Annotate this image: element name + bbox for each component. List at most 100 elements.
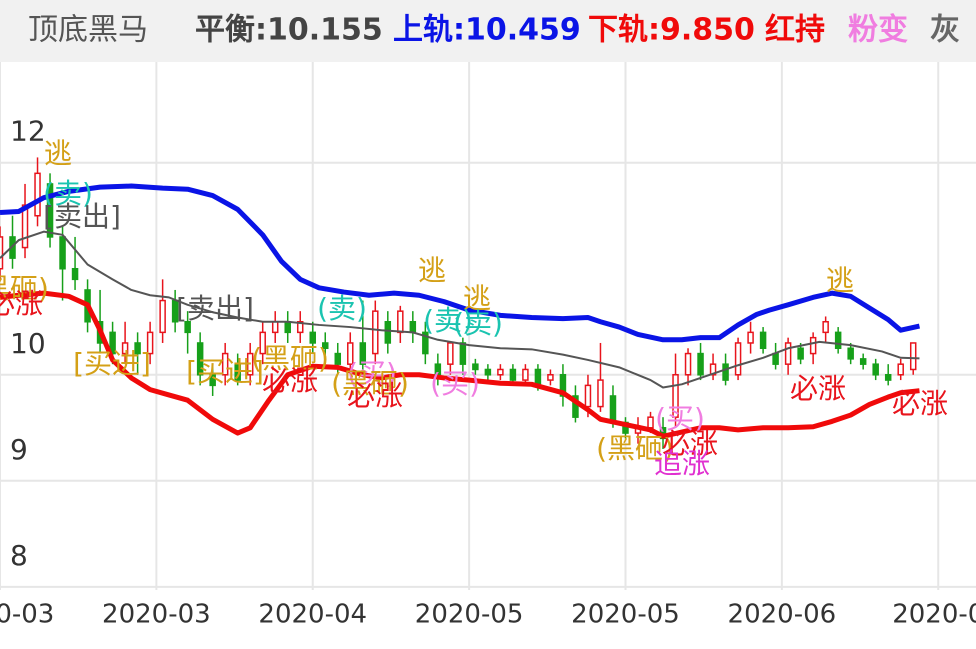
signal-annotation: (买) bbox=[347, 357, 397, 390]
candle-body bbox=[334, 352, 342, 365]
signal-annotation: [买进] bbox=[186, 355, 264, 388]
candle-body bbox=[734, 342, 742, 376]
candle-body bbox=[159, 299, 166, 334]
candle-body bbox=[797, 347, 804, 360]
signal-annotation: (买) bbox=[655, 402, 705, 435]
candle-body bbox=[672, 374, 679, 418]
candle-body bbox=[309, 331, 316, 344]
band-line bbox=[0, 183, 921, 343]
candle-body bbox=[146, 331, 154, 355]
candle-body bbox=[397, 310, 404, 334]
signal-annotation: (买) bbox=[430, 367, 480, 400]
x-tick-label: 2020-04 bbox=[258, 600, 367, 630]
candle-body bbox=[209, 374, 216, 387]
candle-body bbox=[259, 331, 266, 355]
y-tick-label: 9 bbox=[10, 433, 28, 466]
candle-body bbox=[271, 321, 279, 334]
y-tick-label: 10 bbox=[10, 327, 46, 360]
candle-body bbox=[0, 236, 4, 270]
candle-body bbox=[759, 331, 767, 350]
signal-annotation: 逃 bbox=[44, 137, 72, 170]
signal-annotation: 追涨 bbox=[654, 447, 710, 480]
candle-body bbox=[384, 321, 392, 344]
signal-annotation: (卖) bbox=[423, 304, 473, 337]
signal-annotation: [卖出] bbox=[43, 200, 121, 233]
signal-annotation: 必涨 bbox=[0, 287, 43, 320]
signal-annotation: (卖) bbox=[453, 307, 503, 340]
signal-annotation: 必涨 bbox=[790, 372, 846, 405]
signal-annotation: 必涨 bbox=[892, 387, 948, 420]
candle-body bbox=[246, 352, 254, 376]
candle-body bbox=[859, 358, 867, 365]
candle-body bbox=[497, 368, 504, 376]
x-tick-label: 2020-05 bbox=[571, 600, 680, 630]
signal-annotation: 必涨 bbox=[262, 364, 318, 397]
candle-body bbox=[196, 342, 204, 376]
band-line bbox=[0, 230, 920, 389]
candle-body bbox=[409, 321, 417, 334]
signal-annotation: 逃 bbox=[826, 264, 854, 297]
signal-annotation: 必涨 bbox=[347, 379, 403, 412]
candle-body bbox=[121, 342, 129, 355]
candle-body bbox=[884, 374, 892, 381]
legend-note: 灰 bbox=[930, 13, 960, 48]
candle-body bbox=[71, 267, 79, 281]
x-tick-label: 2020-03 bbox=[0, 600, 54, 630]
signal-annotation: (卖) bbox=[317, 292, 367, 325]
candle-body bbox=[322, 342, 329, 350]
signal-annotation: (卖) bbox=[43, 177, 93, 210]
candle-body bbox=[722, 363, 729, 381]
candle-body bbox=[472, 363, 479, 371]
candle-body bbox=[772, 352, 779, 365]
legend-entry: 下轨:9.850 bbox=[588, 13, 755, 48]
candle-body bbox=[809, 336, 817, 355]
candle-body bbox=[822, 321, 829, 334]
x-tick-label: 2020-03 bbox=[102, 600, 211, 630]
band-line bbox=[0, 290, 920, 439]
candle-body bbox=[834, 331, 842, 350]
candle-body bbox=[597, 379, 604, 408]
candle-body bbox=[59, 236, 66, 270]
candle-body bbox=[422, 331, 429, 355]
candle-body bbox=[897, 363, 904, 376]
candle-body bbox=[559, 374, 567, 397]
candle-body bbox=[647, 416, 654, 429]
x-tick-label: 2020-05 bbox=[415, 600, 524, 630]
candle-body bbox=[709, 363, 717, 376]
legend-note: 红持 bbox=[765, 13, 825, 48]
candle-body bbox=[909, 342, 917, 371]
candle-body bbox=[459, 342, 467, 365]
candle-body bbox=[372, 310, 379, 355]
candle-body bbox=[697, 352, 704, 376]
x-tick-label: 2020-0 bbox=[892, 600, 976, 630]
candle-body bbox=[34, 172, 41, 217]
candle-body bbox=[747, 331, 754, 344]
signal-annotation: (黑砸) bbox=[251, 342, 329, 375]
signal-annotation: 逃 bbox=[418, 254, 446, 287]
legend-note: 粉变 bbox=[848, 13, 908, 48]
signal-annotation: [买进] bbox=[73, 347, 151, 380]
candle-body bbox=[547, 374, 554, 381]
y-tick-label: 8 bbox=[10, 539, 28, 572]
candle-body bbox=[784, 342, 792, 365]
candle-body bbox=[522, 368, 529, 381]
candle-body bbox=[184, 321, 191, 334]
signal-annotation: (黑砸) bbox=[0, 272, 49, 305]
candle-body bbox=[221, 352, 229, 376]
candle-body bbox=[296, 321, 304, 334]
signal-annotation: 逃 bbox=[463, 282, 491, 315]
signal-annotation: [卖出] bbox=[176, 292, 254, 325]
x-tick-label: 2020-06 bbox=[728, 600, 837, 630]
candle-body bbox=[509, 368, 517, 381]
candle-body bbox=[359, 342, 367, 365]
y-tick-label: 12 bbox=[10, 115, 46, 148]
candle-body bbox=[234, 363, 241, 381]
candle-body bbox=[46, 183, 54, 238]
candle-body bbox=[609, 395, 617, 424]
signal-annotation: (黑砸) bbox=[596, 432, 674, 465]
candle-body bbox=[347, 342, 354, 365]
candle-body bbox=[684, 352, 692, 376]
header-bar bbox=[0, 0, 976, 62]
candle-body bbox=[484, 368, 492, 376]
